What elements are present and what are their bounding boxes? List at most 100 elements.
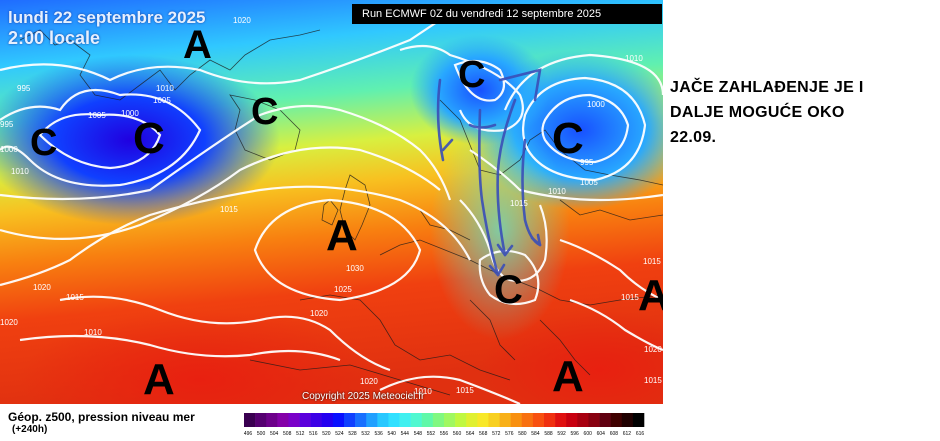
geopotential-map-graphic: A C C C C C A C A A A 1020 995 1010 1005… [0, 0, 663, 404]
legend-swatch [411, 413, 422, 427]
low-pressure-northeast: C [552, 114, 584, 163]
legend-tick-label: 572 [492, 431, 501, 437]
legend-swatch [311, 413, 322, 427]
legend-tick-label: 596 [570, 431, 579, 437]
legend-swatch [366, 413, 377, 427]
legend-tick-label: 588 [544, 431, 553, 437]
legend-subtitle: (+240h) [12, 424, 47, 435]
legend-swatch [444, 413, 455, 427]
legend-tick-label: 504 [270, 431, 279, 437]
isobar-label: 1005 [153, 96, 171, 105]
legend-swatch [422, 413, 433, 427]
isobar-label: 1000 [0, 145, 18, 154]
legend-swatch [544, 413, 555, 427]
low-pressure-northwest: C [30, 122, 57, 164]
legend-swatch [477, 413, 488, 427]
isobar-label: 995 [580, 158, 594, 167]
legend-swatch [522, 413, 533, 427]
legend-tick-label: 536 [374, 431, 383, 437]
legend-swatch [488, 413, 499, 427]
legend-tick-label: 524 [335, 431, 344, 437]
legend-swatch [611, 413, 622, 427]
annotation-line-1: JAČE ZAHLAĐENJE JE I [670, 75, 932, 100]
isobar-label: 1015 [621, 293, 639, 302]
legend-swatch [500, 413, 511, 427]
legend-tick-label: 548 [414, 431, 423, 437]
legend-tick-label: 612 [623, 431, 632, 437]
high-pressure-central: A [326, 211, 358, 260]
legend-swatch [355, 413, 366, 427]
low-pressure-west-center: C [133, 114, 165, 163]
legend-swatch [511, 413, 522, 427]
legend-tick-label: 608 [610, 431, 619, 437]
high-pressure-southwest: A [143, 355, 175, 404]
legend-swatch [555, 413, 566, 427]
low-pressure-greenland: C [251, 91, 278, 133]
isobar-label: 1000 [121, 109, 139, 118]
legend-swatch [344, 413, 355, 427]
isobar-label: 995 [0, 120, 14, 129]
legend-tick-label: 544 [401, 431, 410, 437]
color-scale-legend: 496 500 504 508 512 516 520 524 528 532 536 540 544 5… [242, 411, 656, 441]
forecast-date: lundi 22 septembre 2025 [8, 8, 205, 27]
legend-swatch [277, 413, 288, 427]
isobar-label: 1025 [334, 285, 352, 294]
legend-swatch [633, 413, 644, 427]
legend-tick-label: 560 [453, 431, 462, 437]
legend-swatch [533, 413, 544, 427]
isobar-label: 1020 [644, 345, 662, 354]
legend-swatch [566, 413, 577, 427]
high-pressure-north: A [183, 23, 212, 67]
legend-tick-label: 500 [257, 431, 266, 437]
legend-swatch [433, 413, 444, 427]
legend-tick-label: 568 [479, 431, 488, 437]
isobar-label: 1010 [156, 84, 174, 93]
annotation-line-2: DALJE MOGUĆE OKO [670, 100, 932, 125]
legend-tick-label: 592 [557, 431, 566, 437]
isobar-label: 1000 [587, 100, 605, 109]
high-pressure-southeast: A [552, 352, 584, 401]
legend-tick-label: 556 [440, 431, 449, 437]
weather-map: A C C C C C A C A A A 1020 995 1010 1005… [0, 0, 663, 404]
legend-swatch [388, 413, 399, 427]
legend-swatch [288, 413, 299, 427]
legend-title: Géop. z500, pression niveau mer [8, 410, 195, 424]
legend-swatch [577, 413, 588, 427]
isobar-label: 1010 [11, 167, 29, 176]
forecast-time: 2:00 locale [8, 28, 100, 48]
legend-swatch [377, 413, 388, 427]
legend-swatch [588, 413, 599, 427]
legend-tick-label: 496 [244, 431, 253, 437]
annotation-line-3: 22.09. [670, 125, 932, 150]
legend-swatch [300, 413, 311, 427]
isobar-label: 1010 [625, 54, 643, 63]
legend-tick-label: 616 [636, 431, 645, 437]
isobar-label: 1010 [84, 328, 102, 337]
forecast-annotation: JAČE ZAHLAĐENJE JE I DALJE MOGUĆE OKO 22… [670, 75, 932, 150]
isobar-label: 1020 [33, 283, 51, 292]
legend-tick-label: 516 [309, 431, 318, 437]
legend-tick-label: 604 [597, 431, 606, 437]
legend-swatch [600, 413, 611, 427]
legend-swatch [400, 413, 411, 427]
isobar-label: 1005 [580, 178, 598, 187]
isobar-label: 1020 [0, 318, 18, 327]
low-pressure-norway: C [458, 54, 485, 96]
low-pressure-balkans: C [494, 268, 523, 312]
isobar-label: 1005 [88, 111, 106, 120]
legend-tick-label: 576 [505, 431, 514, 437]
isobar-label: 1015 [456, 386, 474, 395]
isobar-label: 1020 [233, 16, 251, 25]
legend-swatch [466, 413, 477, 427]
legend-swatch [322, 413, 333, 427]
isobar-label: 1030 [346, 264, 364, 273]
isobar-label: 1010 [548, 187, 566, 196]
model-run-label: Run ECMWF 0Z du vendredi 12 septembre 20… [352, 4, 662, 24]
legend-tick-label: 532 [361, 431, 370, 437]
legend-tick-label: 584 [531, 431, 540, 437]
legend-swatch [622, 413, 633, 427]
legend-swatch [255, 413, 266, 427]
legend-swatch [455, 413, 466, 427]
legend-swatch [266, 413, 277, 427]
legend-swatch [244, 413, 255, 427]
